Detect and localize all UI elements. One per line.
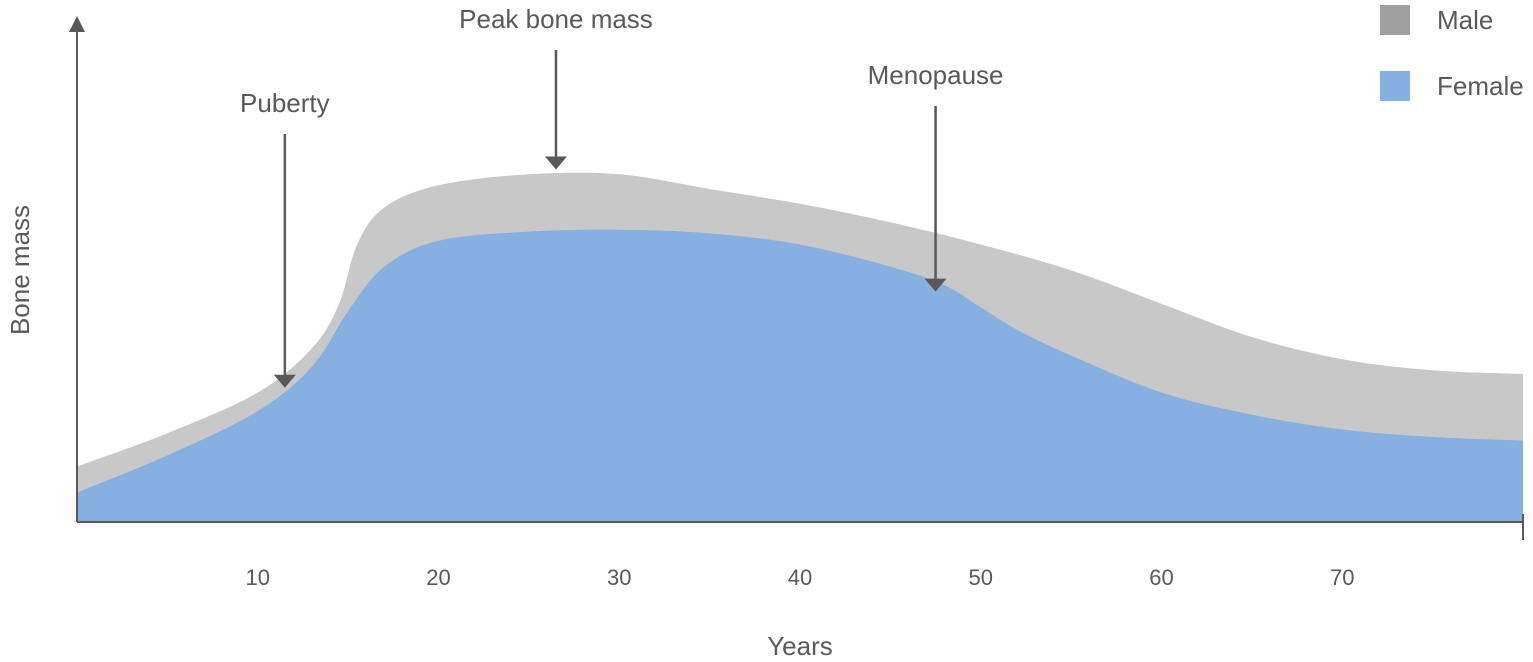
x-tick-label: 30	[607, 565, 631, 590]
annotation-label: Menopause	[868, 60, 1004, 90]
x-tick-label: 50	[969, 565, 993, 590]
annotations: Puberty Peak bone mass Menopause	[240, 4, 1004, 388]
annotation-label: Peak bone mass	[459, 4, 653, 34]
axes	[69, 16, 1524, 540]
legend-label-female: Female	[1437, 71, 1524, 101]
legend-label-male: Male	[1437, 5, 1493, 35]
area-series-group	[77, 172, 1523, 523]
x-tick-label: 10	[246, 565, 270, 590]
legend: Male Female	[1380, 5, 1524, 101]
x-tick-label: 20	[426, 565, 450, 590]
legend-swatch-male	[1380, 5, 1410, 35]
y-axis-arrowhead	[69, 16, 85, 32]
x-tick-label: 60	[1149, 565, 1173, 590]
annotation-arrowhead	[924, 278, 947, 292]
y-axis-label: Bone mass	[5, 205, 35, 335]
x-tick-labels: 10 20 30 40 50 60 70	[246, 565, 1355, 590]
annotation-label: Puberty	[240, 88, 330, 118]
x-axis-label: Years	[767, 631, 833, 661]
annotation-arrowhead	[544, 156, 567, 170]
x-tick-label: 40	[788, 565, 812, 590]
annotation-arrowhead	[273, 374, 296, 388]
area-female	[77, 229, 1523, 523]
legend-swatch-female	[1380, 71, 1410, 101]
x-tick-label: 70	[1330, 565, 1354, 590]
